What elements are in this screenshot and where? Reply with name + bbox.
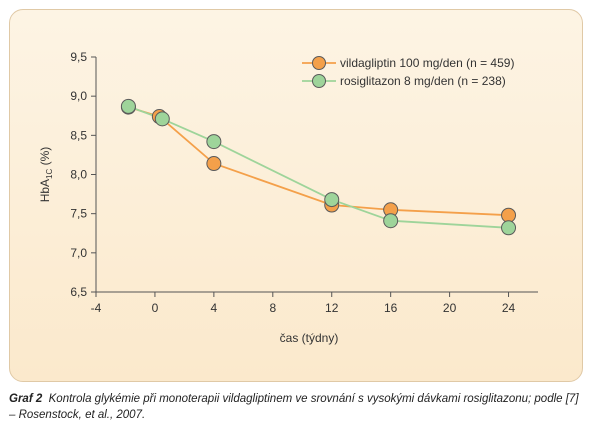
legend-label-2: rosiglitazon 8 mg/den (n = 238) — [340, 74, 506, 88]
x-tick-label: -4 — [91, 301, 102, 315]
series-1-point — [206, 156, 222, 172]
x-tick-label: 0 — [152, 301, 159, 315]
figure-caption: Graf 2 Kontrola glykémie při monoterapii… — [9, 391, 584, 423]
y-tick-label: 8,5 — [70, 128, 87, 142]
line-chart: 6,5 7,0 7,5 8,0 8,5 9,0 9,5 -4 0 4 8 12 16 20 24 čas (t… — [38, 50, 538, 345]
series-2-point — [324, 192, 340, 208]
series-line-1 — [128, 106, 509, 217]
axes: 6,5 7,0 7,5 8,0 8,5 9,0 9,5 -4 0 4 8 12 16 20 24 čas (t… — [38, 50, 538, 345]
legend-label-1: vildagliptin 100 mg/den (n = 459) — [340, 56, 514, 70]
x-tick-label: 4 — [211, 301, 218, 315]
y-tick-label: 9,0 — [70, 89, 87, 103]
y-tick-label: 7,5 — [70, 207, 87, 221]
y-axis-label-unit: (%) — [38, 147, 52, 169]
x-tick-label: 12 — [325, 301, 339, 315]
series-2-point — [120, 98, 136, 114]
y-axis-label: HbA1C (%) — [38, 147, 54, 203]
x-tick-label: 16 — [384, 301, 398, 315]
y-tick-label: 8,0 — [70, 168, 87, 182]
y-tick-label: 6,5 — [70, 285, 87, 299]
x-tick-label: 20 — [443, 301, 457, 315]
y-tick-label: 9,5 — [70, 50, 87, 64]
x-axis-label: čas (týdny) — [280, 331, 339, 345]
series-points — [120, 98, 517, 236]
y-axis-label-main: HbA — [38, 179, 52, 202]
series-2-point — [501, 220, 517, 236]
y-axis-label-subscript: 1C — [45, 168, 54, 178]
x-tick-label: 8 — [269, 301, 276, 315]
caption-label: Graf 2 — [9, 393, 43, 405]
series-1-point — [501, 207, 517, 223]
caption-text: Kontrola glykémie při monoterapii vildag… — [9, 393, 579, 421]
x-tick-label: 24 — [502, 301, 516, 315]
legend: vildagliptin 100 mg/den (n = 459) rosigli… — [302, 56, 514, 88]
series-lines — [128, 105, 509, 229]
legend-marker-2 — [312, 74, 326, 88]
series-2-point — [206, 134, 222, 150]
chart-panel: 6,5 7,0 7,5 8,0 8,5 9,0 9,5 -4 0 4 8 12 16 20 24 čas (t… — [9, 9, 583, 382]
series-2-point — [154, 111, 170, 127]
legend-marker-1 — [312, 56, 326, 70]
series-line-2 — [128, 105, 509, 229]
series-2-point — [383, 213, 399, 229]
y-tick-label: 7,0 — [70, 246, 87, 260]
